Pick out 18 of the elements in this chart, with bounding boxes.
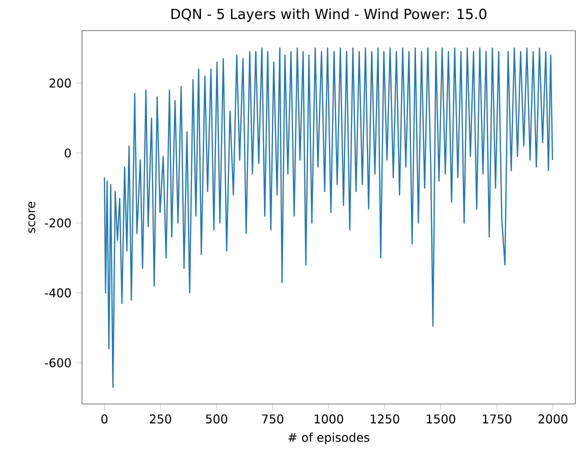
y-tick-label: -200 xyxy=(44,218,71,228)
x-tick-label: 1000 xyxy=(314,414,344,424)
x-tick-label: 500 xyxy=(206,414,228,424)
y-tick-label: 200 xyxy=(50,78,71,88)
y-axis-title: score xyxy=(28,202,36,233)
chart-title: DQN - 5 Layers with Wind - Wind Power: 15.0 xyxy=(171,8,486,22)
x-tick-label: 250 xyxy=(150,414,172,424)
x-tick-label: 2000 xyxy=(538,414,568,424)
line-series xyxy=(104,48,554,388)
x-axis-title: # of episodes xyxy=(288,432,370,444)
x-tick-label: 1250 xyxy=(370,414,400,424)
y-tick-label: -400 xyxy=(44,288,71,298)
x-tick-label: 1750 xyxy=(482,414,512,424)
x-tick-label: 0 xyxy=(101,414,108,424)
x-tick-label: 750 xyxy=(262,414,284,424)
y-tick-label: 0 xyxy=(64,148,71,158)
y-tick-label: -600 xyxy=(44,358,71,368)
x-tick-label: 1500 xyxy=(426,414,456,424)
